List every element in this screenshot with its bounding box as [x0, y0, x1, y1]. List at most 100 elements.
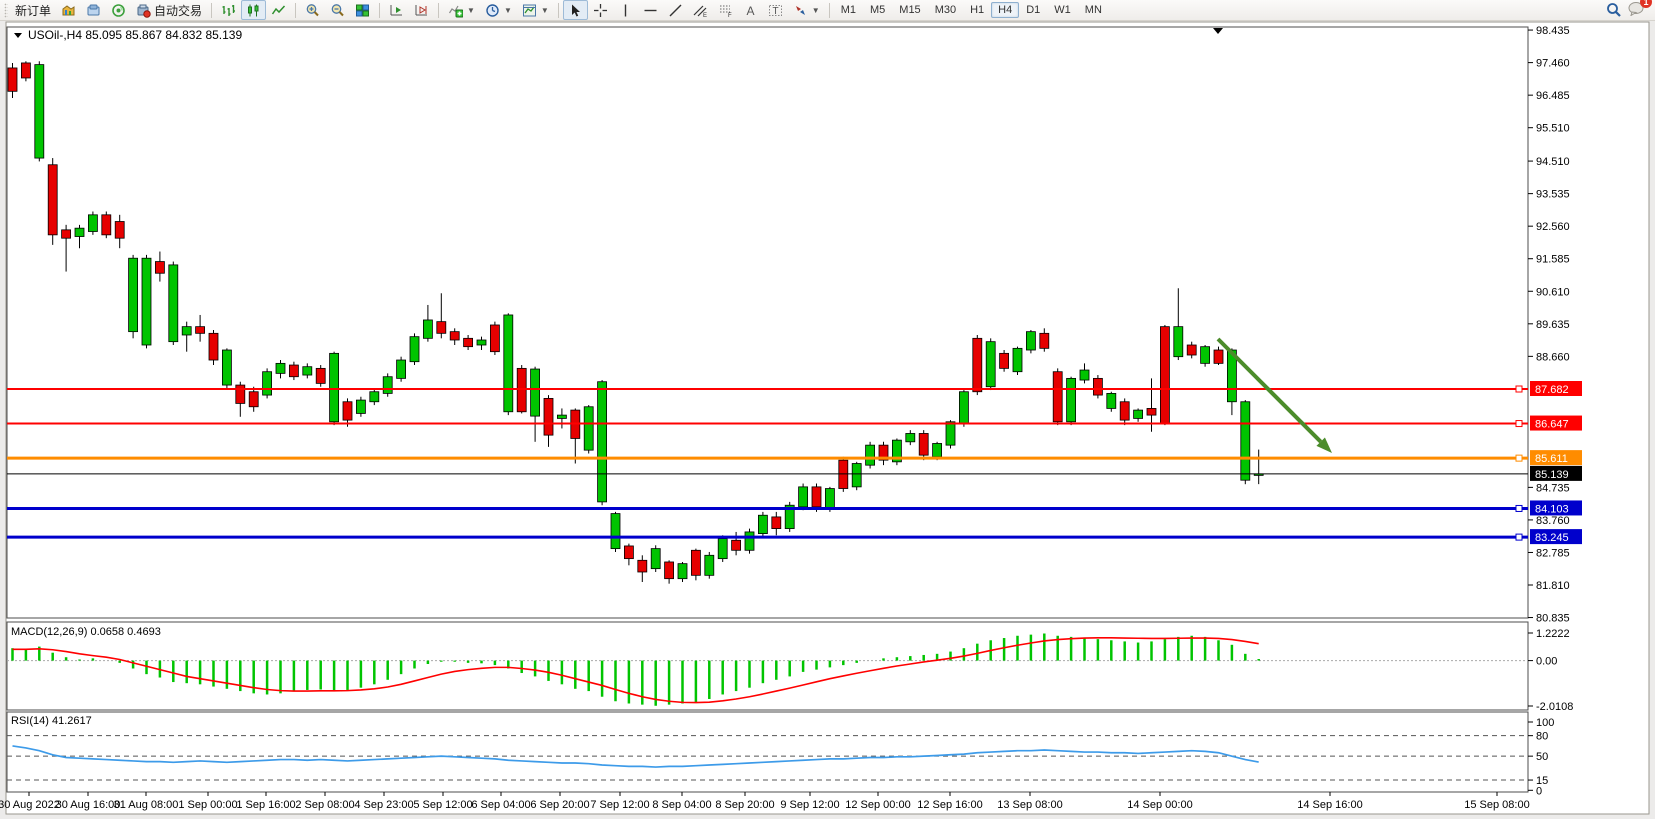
candle-bullish [1066, 377, 1076, 423]
time-tick-label: 8 Sep 20:00 [715, 799, 774, 811]
chart-area[interactable]: 98.435 97.460 96.485 95.510 94.510 93.535 92.5… [0, 21, 1655, 819]
chevron-down-icon: ▼ [811, 5, 820, 15]
bar-chart-button[interactable] [216, 0, 241, 20]
clock-icon [485, 3, 500, 18]
fibonacci-button[interactable]: F [713, 0, 738, 20]
new-order-label: 新订单 [15, 3, 52, 18]
toolbar-separator [557, 2, 559, 18]
shapes-button[interactable]: ▼ [788, 0, 825, 20]
chat-button[interactable]: 1 [1628, 0, 1652, 19]
candle-bullish [758, 514, 768, 535]
tab-timeframe-m5[interactable]: M5 [870, 4, 886, 16]
candle-bullish [905, 433, 916, 443]
crosshair-button[interactable] [588, 0, 613, 20]
candle-bullish [1227, 349, 1237, 403]
candle-bullish [181, 326, 192, 336]
candle-bearish [20, 62, 31, 79]
trendline-button[interactable] [663, 0, 688, 20]
candle-bullish [369, 391, 380, 403]
candle-bullish [409, 336, 420, 363]
chat-notification-badge: 1 [1640, 0, 1652, 8]
new-order-button[interactable]: 新订单 [10, 0, 56, 20]
candle-bearish [463, 337, 474, 348]
hline-anchor[interactable] [1515, 533, 1523, 541]
zoom-in-button[interactable] [300, 0, 325, 20]
candle-bearish [47, 164, 58, 236]
hline-anchor[interactable] [1515, 420, 1523, 428]
search-icon[interactable] [1606, 2, 1622, 18]
price-axis[interactable]: 98.435 97.460 96.485 95.510 94.510 93.535 92.5… [1528, 25, 1570, 625]
toolbar-grip[interactable] [4, 2, 8, 18]
price-tick-label: 89.635 [1536, 319, 1570, 331]
candle-bullish [382, 376, 393, 394]
market-watch-icon[interactable] [56, 0, 81, 20]
tile-windows-button[interactable] [350, 0, 375, 20]
time-tick-label: 6 Sep 20:00 [530, 799, 589, 811]
time-tick-label: 1 Sep 00:00 [178, 799, 237, 811]
candle-bullish [1012, 347, 1023, 373]
hline-anchor[interactable] [1515, 504, 1523, 512]
toolbar-separator [379, 2, 381, 18]
templates-button[interactable]: ▼ [517, 0, 554, 20]
candle-bullish [798, 486, 808, 508]
line-chart-button[interactable] [266, 0, 291, 20]
candle-bullish [1079, 369, 1090, 381]
price-tick-label: 81.810 [1536, 580, 1570, 592]
bar-chart-icon [221, 3, 236, 18]
zoom-out-button[interactable] [325, 0, 350, 20]
candle-bearish [61, 229, 71, 239]
price-tick-label: 95.510 [1536, 123, 1570, 135]
auto-trading-button[interactable]: 自动交易 [131, 0, 207, 20]
vertical-line-button[interactable] [613, 0, 638, 20]
channel-button[interactable]: E [688, 0, 713, 20]
hline-anchor[interactable] [1515, 385, 1523, 393]
tab-timeframe-w1[interactable]: W1 [1054, 4, 1071, 16]
svg-text:A: A [746, 4, 754, 18]
candle-bearish [489, 324, 500, 353]
svg-text:T: T [772, 6, 778, 17]
candle-bullish [1173, 326, 1184, 358]
price-tick-label: 88.660 [1536, 351, 1570, 363]
chart-shift-marker[interactable] [1213, 28, 1223, 34]
tab-timeframe-m30[interactable]: M30 [934, 4, 957, 16]
text-label-button[interactable]: T [763, 0, 788, 20]
price-tick-label: 90.610 [1536, 286, 1570, 298]
chart-title-collapse-icon[interactable] [14, 33, 22, 38]
candle-bullish [1106, 393, 1117, 409]
horizontal-line-button[interactable] [638, 0, 663, 20]
profiles-button[interactable] [81, 0, 106, 20]
auto-scroll-button[interactable] [384, 0, 409, 20]
candle-bearish [288, 364, 299, 378]
horizontal-lines[interactable]: 87.682 86.647 85.611 85.139 84.103 83.245 [7, 381, 1582, 545]
candle-bearish [114, 221, 125, 239]
candlestick-chart-button[interactable] [241, 0, 267, 20]
candle-bearish [101, 214, 112, 236]
text-button[interactable]: A [738, 0, 763, 20]
candle-bullish [865, 444, 875, 466]
indicators-add-icon [448, 3, 464, 18]
time-tick-label: 13 Sep 08:00 [997, 799, 1062, 811]
indicators-button[interactable]: ▼ [443, 0, 480, 20]
macd-signal-line [12, 636, 1259, 704]
trend-arrow[interactable] [1216, 337, 1332, 453]
candle-bearish [1093, 377, 1103, 396]
signals-button[interactable] [106, 0, 131, 20]
periods-button[interactable]: ▼ [480, 0, 517, 20]
tab-timeframe-m1[interactable]: M1 [840, 4, 856, 16]
cursor-button[interactable] [562, 0, 588, 20]
vertical-line-icon [618, 3, 633, 18]
candle-bullish [34, 64, 45, 159]
tab-timeframe-h1[interactable]: H1 [970, 4, 985, 16]
tab-timeframe-h4[interactable]: H4 [991, 2, 1020, 18]
hline-anchor[interactable] [1515, 454, 1523, 462]
chart-shift-button[interactable] [409, 0, 434, 20]
tab-timeframe-mn[interactable]: MN [1084, 4, 1102, 16]
tab-timeframe-d1[interactable]: D1 [1026, 4, 1041, 16]
tab-timeframe-m15[interactable]: M15 [899, 4, 921, 16]
candle-bullish [262, 371, 273, 396]
trend-arrow-shaft[interactable] [1216, 337, 1323, 444]
auto-trading-icon [136, 3, 151, 18]
text-icon: A [743, 3, 758, 18]
rsi-axis-label: 50 [1536, 751, 1548, 763]
